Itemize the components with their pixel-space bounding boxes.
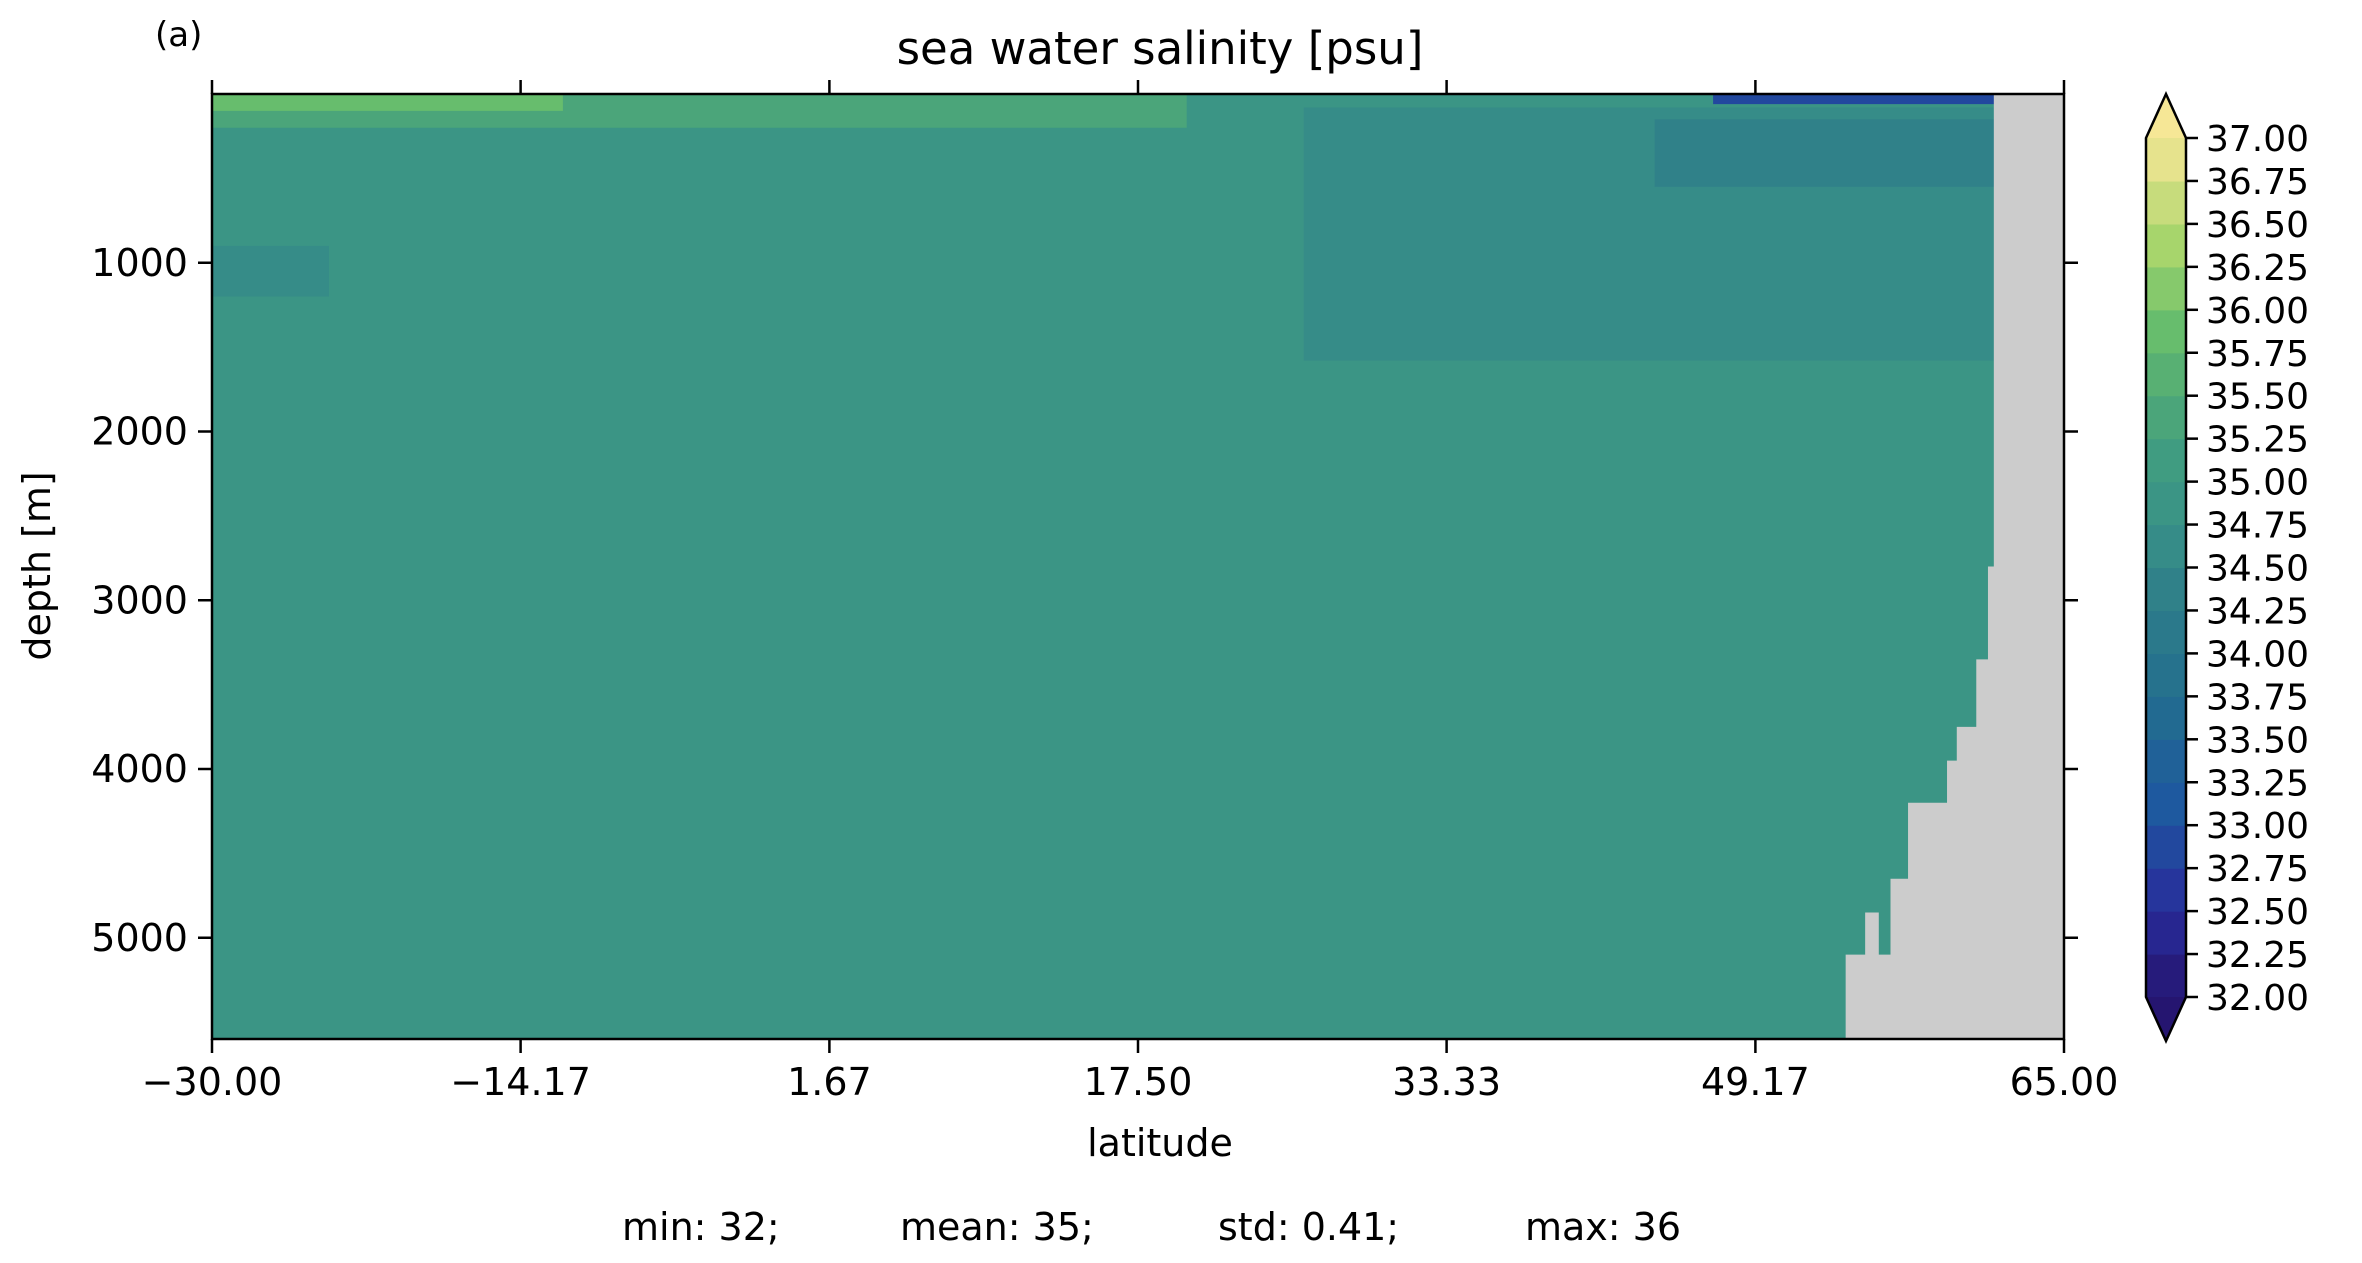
land-mask <box>1845 94 2064 1039</box>
colorbar-tick-label: 32.00 <box>2206 978 2309 1019</box>
colorbar-segment <box>2146 138 2186 182</box>
x-tick-label: −30.00 <box>142 1060 283 1104</box>
y-tick-label: 2000 <box>91 410 188 454</box>
colorbar-segment <box>2146 825 2186 869</box>
y-tick-label: 1000 <box>91 241 188 285</box>
colorbar-segment <box>2146 395 2186 440</box>
colorbar-tick-label: 34.25 <box>2206 591 2309 632</box>
colorbar-segment <box>2146 868 2186 912</box>
y-tick-label: 5000 <box>91 916 188 960</box>
y-tick-label: 4000 <box>91 747 188 791</box>
colorbar-segment <box>2146 481 2186 526</box>
colorbar-tick-label: 34.50 <box>2206 549 2309 590</box>
colorbar-extend-min <box>2146 997 2186 1041</box>
colorbar-segment <box>2146 696 2186 740</box>
panel-label: (a) <box>155 15 202 55</box>
colorbar-tick-label: 36.50 <box>2206 205 2309 246</box>
y-axis-label: depth [m] <box>15 471 59 660</box>
plot-area <box>210 92 2066 1041</box>
stat-max: max: 36 <box>1525 1205 1681 1249</box>
colorbar-segment <box>2146 524 2186 569</box>
colorbar-segment <box>2146 309 2186 354</box>
stats-line: min: 32; mean: 35; std: 0.41; max: 36 <box>622 1205 1681 1249</box>
salinity-region <box>212 94 563 111</box>
x-axis: −30.00 −14.17 1.67 17.50 33.33 49.17 65.00 <box>142 80 2119 1104</box>
x-tick-label: 49.17 <box>1701 1060 1810 1104</box>
stat-std: std: 0.41; <box>1218 1205 1399 1249</box>
colorbar-tick-label: 36.25 <box>2206 248 2309 289</box>
x-tick-label: 17.50 <box>1084 1060 1193 1104</box>
colorbar-extend-max <box>2146 94 2186 138</box>
salinity-region <box>1654 119 2035 187</box>
colorbar-segment <box>2146 653 2186 697</box>
colorbar-tick-label: 35.50 <box>2206 377 2309 418</box>
y-axis: 1000 2000 3000 4000 5000 <box>91 241 2078 960</box>
colorbar-segment <box>2146 567 2186 612</box>
salinity-field-regions <box>212 94 2035 361</box>
salinity-region <box>1713 94 2035 105</box>
chart-title: sea water salinity [psu] <box>897 22 1424 75</box>
colorbar-segment <box>2146 223 2186 268</box>
colorbar-tick-label: 34.75 <box>2206 506 2309 547</box>
colorbar-tick-label: 37.00 <box>2206 119 2309 160</box>
colorbar-tick-label: 32.25 <box>2206 935 2309 976</box>
colorbar-segment <box>2146 782 2186 826</box>
colorbar-tick-label: 35.75 <box>2206 334 2309 375</box>
colorbar-tick-label: 33.50 <box>2206 720 2309 761</box>
colorbar-tick-label: 35.00 <box>2206 463 2309 504</box>
colorbar-segment <box>2146 911 2186 955</box>
x-tick-label: 65.00 <box>2010 1060 2119 1104</box>
colorbar-tick-label: 34.00 <box>2206 634 2309 675</box>
colorbar-segment <box>2146 739 2186 783</box>
colorbar-tick-label: 33.25 <box>2206 763 2309 804</box>
colorbar-tick-label: 36.00 <box>2206 291 2309 332</box>
x-tick-label: 33.33 <box>1392 1060 1501 1104</box>
x-tick-label: −14.17 <box>450 1060 591 1104</box>
colorbar-tick-label: 33.00 <box>2206 806 2309 847</box>
colorbar-segment <box>2146 180 2186 225</box>
stat-mean: mean: 35; <box>900 1205 1094 1249</box>
stat-min: min: 32; <box>622 1205 780 1249</box>
colorbar-tick-label: 35.25 <box>2206 420 2309 461</box>
colorbar-tick-label: 33.75 <box>2206 677 2309 718</box>
colorbar-segment <box>2146 610 2186 654</box>
y-tick-label: 3000 <box>91 578 188 622</box>
colorbar-segment <box>2146 438 2186 483</box>
colorbar-tick-label: 32.50 <box>2206 892 2309 933</box>
x-tick-label: 1.67 <box>787 1060 872 1104</box>
colorbar: 32.0032.2532.5032.7533.0033.2533.5033.75… <box>2144 90 2309 1045</box>
salinity-region <box>212 245 329 297</box>
colorbar-segment <box>2146 266 2186 311</box>
colorbar-segment <box>2146 352 2186 397</box>
colorbar-segment <box>2146 954 2186 998</box>
colorbar-tick-label: 32.75 <box>2206 849 2309 890</box>
x-axis-label: latitude <box>1087 1121 1233 1165</box>
colorbar-tick-label: 36.75 <box>2206 162 2309 203</box>
